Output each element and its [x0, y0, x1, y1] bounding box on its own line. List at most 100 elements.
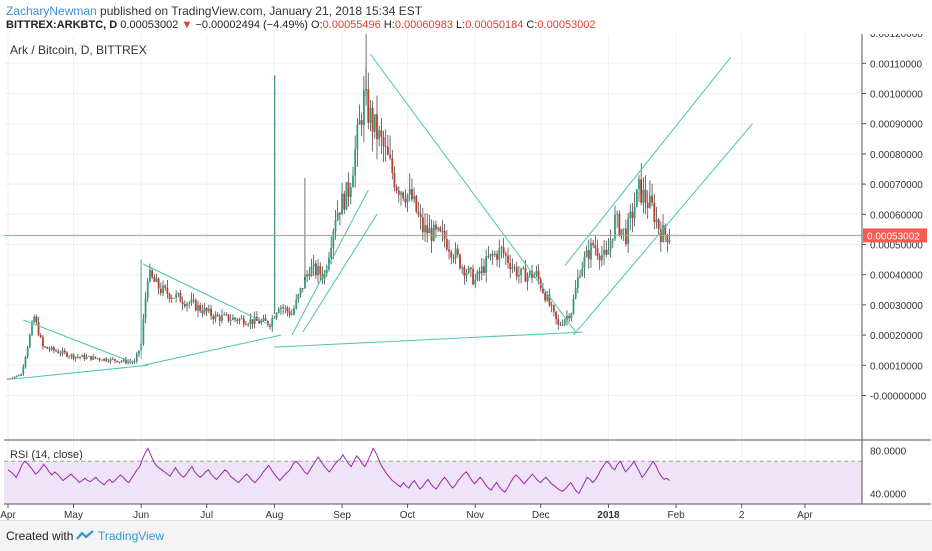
author-link[interactable]: ZacharyNewman — [6, 4, 97, 18]
candle-body — [622, 228, 625, 230]
candle-body — [57, 351, 60, 354]
candle-body — [83, 355, 86, 359]
candle-body — [227, 314, 230, 321]
trend-line — [143, 334, 282, 366]
candle-body — [631, 211, 634, 219]
candle-body — [371, 107, 374, 132]
candle-body — [406, 194, 409, 203]
candle-body — [13, 376, 16, 379]
x-tick-label: Sep — [333, 510, 351, 520]
candle-body — [153, 277, 156, 282]
candle-body — [282, 307, 285, 309]
candle-body — [498, 248, 501, 260]
candle-body — [175, 293, 178, 298]
trend-line — [143, 263, 273, 327]
candle-body — [328, 257, 330, 270]
rsi-tick-label: 80.0000 — [870, 447, 907, 458]
candle-body — [190, 299, 193, 303]
candles-group — [7, 34, 671, 380]
candle-body — [544, 292, 547, 301]
candle-body — [63, 350, 66, 353]
candle-body — [107, 360, 110, 362]
candle-body — [31, 322, 33, 335]
candle-body — [286, 307, 289, 312]
candle-body — [450, 251, 453, 258]
candle-body — [535, 270, 538, 275]
tradingview-logo-icon — [76, 530, 94, 540]
price-change: −0.00002494 (−4.49%) — [195, 19, 308, 31]
close-value: 0.00053002 — [537, 19, 596, 31]
candle-body — [476, 271, 479, 280]
candle-body — [384, 146, 387, 147]
candle-body — [437, 227, 440, 230]
close-label: C: — [526, 19, 538, 31]
candle-body — [275, 313, 278, 318]
candle-body — [358, 120, 361, 125]
candle-body — [369, 107, 372, 123]
candle-body — [491, 253, 494, 256]
candle-body — [483, 266, 485, 273]
candle-body — [570, 313, 573, 319]
candle-body — [236, 319, 239, 322]
y-tick-label: 0.00010000 — [870, 361, 923, 372]
candle-body — [557, 319, 560, 325]
candle-body — [581, 268, 584, 276]
candle-body — [98, 358, 101, 360]
candle-body — [424, 225, 426, 233]
candle-body — [61, 350, 64, 354]
candle-body — [15, 375, 18, 377]
candle-body — [520, 268, 522, 276]
candle-body — [349, 187, 352, 197]
candle-body — [72, 354, 75, 359]
candle-body — [181, 302, 184, 305]
candle-body — [207, 308, 210, 312]
candle-body — [542, 288, 544, 293]
candle-body — [566, 315, 568, 320]
candle-body — [9, 378, 12, 380]
candle-body — [266, 320, 269, 325]
candle-body — [546, 294, 549, 301]
candle-body — [428, 228, 431, 234]
candle-body — [459, 254, 461, 269]
trend-line — [573, 123, 753, 336]
footer-bar: Created with TradingView — [0, 520, 932, 551]
candle-body — [487, 256, 490, 258]
candle-body — [70, 354, 73, 357]
candle-body — [411, 188, 413, 200]
candle-body — [472, 268, 474, 285]
tradingview-link[interactable]: TradingView — [98, 529, 165, 543]
candle-body — [306, 274, 309, 277]
candle-body — [633, 206, 636, 219]
candle-body — [524, 267, 527, 282]
candle-body — [116, 360, 119, 363]
candle-body — [240, 318, 243, 320]
candle-body — [129, 361, 132, 363]
candle-body — [552, 305, 555, 312]
candle-body — [251, 319, 254, 324]
candle-body — [277, 309, 280, 314]
candle-body — [26, 347, 29, 358]
candle-body — [343, 193, 346, 210]
candle-body — [166, 287, 169, 294]
candle-body — [393, 172, 396, 188]
candle-body — [391, 158, 394, 173]
candle-body — [480, 266, 483, 274]
candle-body — [655, 219, 658, 222]
candle-body — [24, 357, 27, 367]
candle-body — [258, 320, 260, 324]
trend-line — [370, 53, 577, 333]
candle-body — [563, 319, 566, 325]
candle-body — [295, 299, 298, 309]
candle-body — [66, 352, 68, 357]
candle-body — [341, 193, 343, 215]
price-marker-bg — [863, 228, 927, 243]
candle-body — [114, 359, 116, 361]
candle-body — [376, 114, 378, 140]
candle-body — [290, 314, 293, 316]
candle-body — [52, 347, 55, 351]
candle-body — [249, 319, 252, 325]
y-tick-label: 0.00050000 — [870, 241, 923, 252]
candle-body — [493, 253, 496, 256]
candle-body — [59, 353, 62, 354]
price-chart[interactable]: 0.00120000 0.00110000 0.00100000 0.00090000… — [0, 34, 932, 520]
